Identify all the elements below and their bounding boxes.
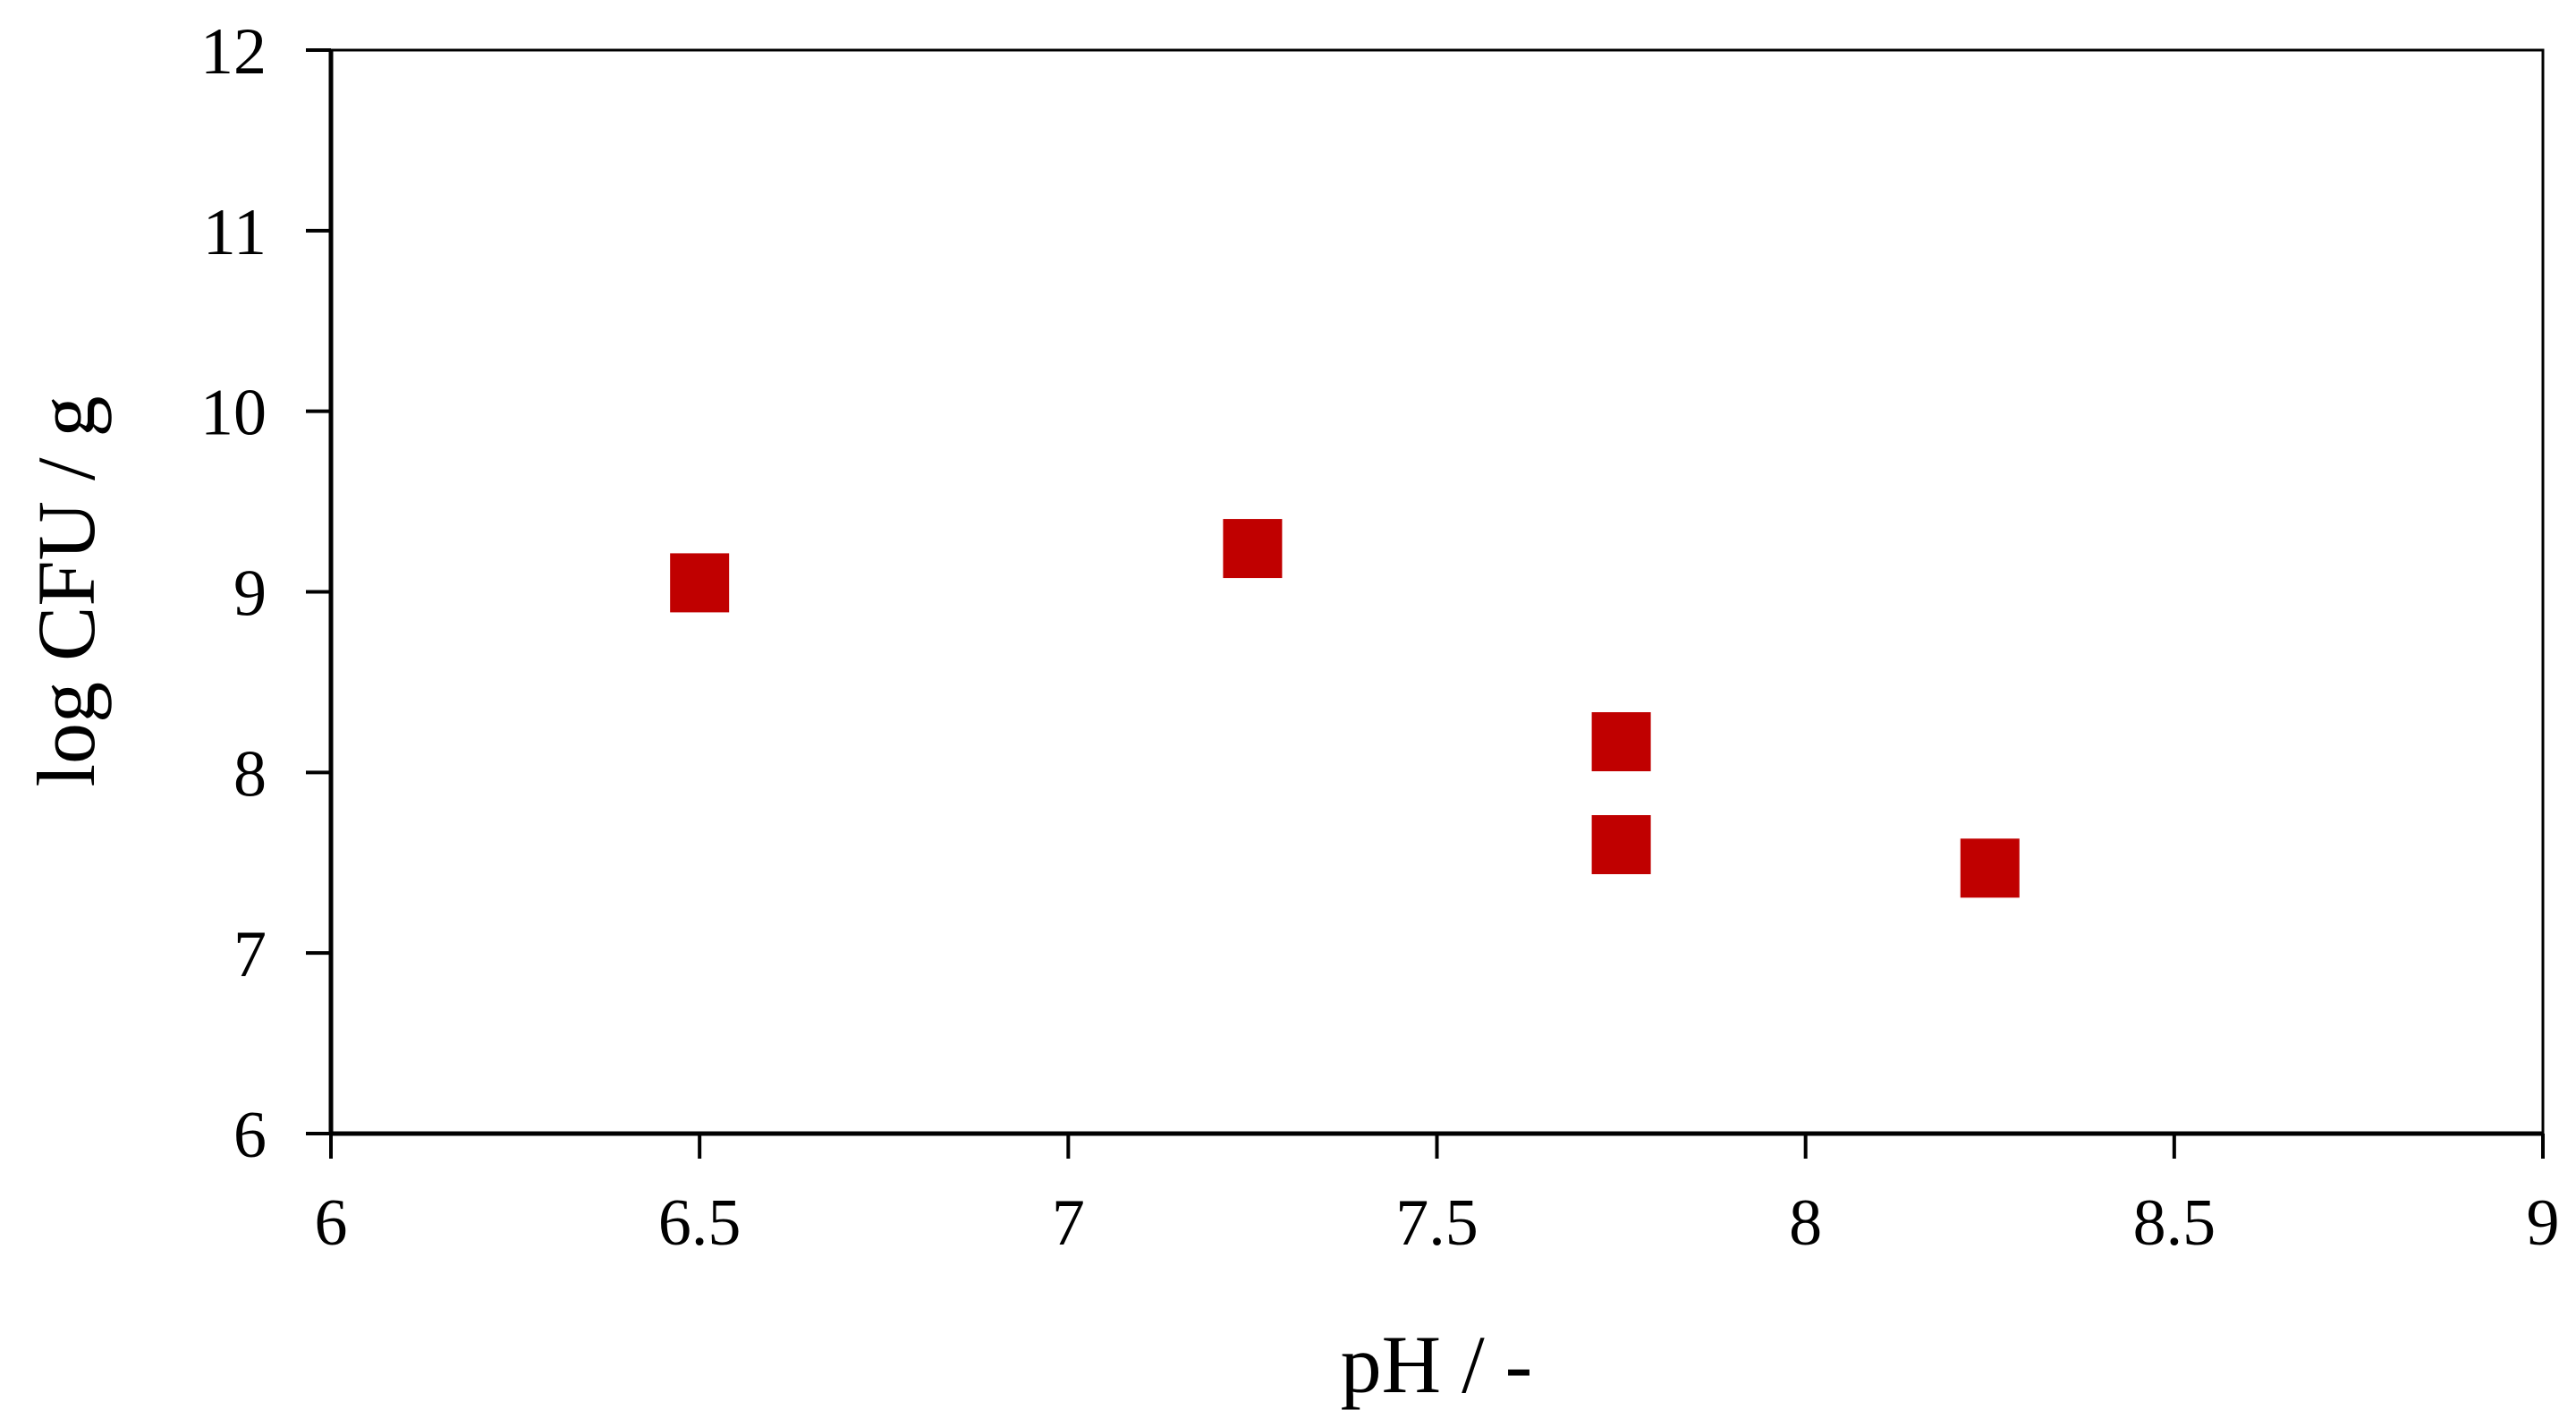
x-tick-label: 6.5: [658, 1186, 741, 1260]
x-tick-label: 9: [2527, 1186, 2560, 1260]
y-tick-label: 7: [233, 918, 267, 991]
data-point: [1591, 712, 1651, 772]
x-tick-label: 8.5: [2133, 1186, 2216, 1260]
plot-area-frame: [329, 48, 2545, 1135]
y-tick-label: 12: [200, 15, 267, 89]
x-tick-label: 8: [1789, 1186, 1822, 1260]
y-tick-label: 6: [233, 1099, 267, 1172]
y-tick-label: 10: [200, 377, 267, 450]
data-point: [1223, 519, 1283, 579]
y-tick-label: 8: [233, 737, 267, 811]
data-point: [1591, 815, 1651, 875]
data-points: [670, 519, 2020, 898]
data-point: [670, 553, 730, 613]
data-point: [1960, 838, 2020, 898]
x-axis-ticks: 6 6.5 7 7.5 8 8.5 9: [315, 1134, 2560, 1260]
y-tick-label: 11: [203, 196, 267, 269]
x-axis-title: pH / -: [1341, 1319, 1533, 1410]
y-axis-title: log CFU / g: [21, 395, 112, 786]
y-axis-ticks: 6 7 8 9 10 11 12: [200, 15, 331, 1172]
y-tick-label: 9: [233, 557, 267, 631]
x-tick-label: 7: [1052, 1186, 1085, 1260]
x-tick-label: 7.5: [1395, 1186, 1479, 1260]
x-tick-label: 6: [315, 1186, 348, 1260]
